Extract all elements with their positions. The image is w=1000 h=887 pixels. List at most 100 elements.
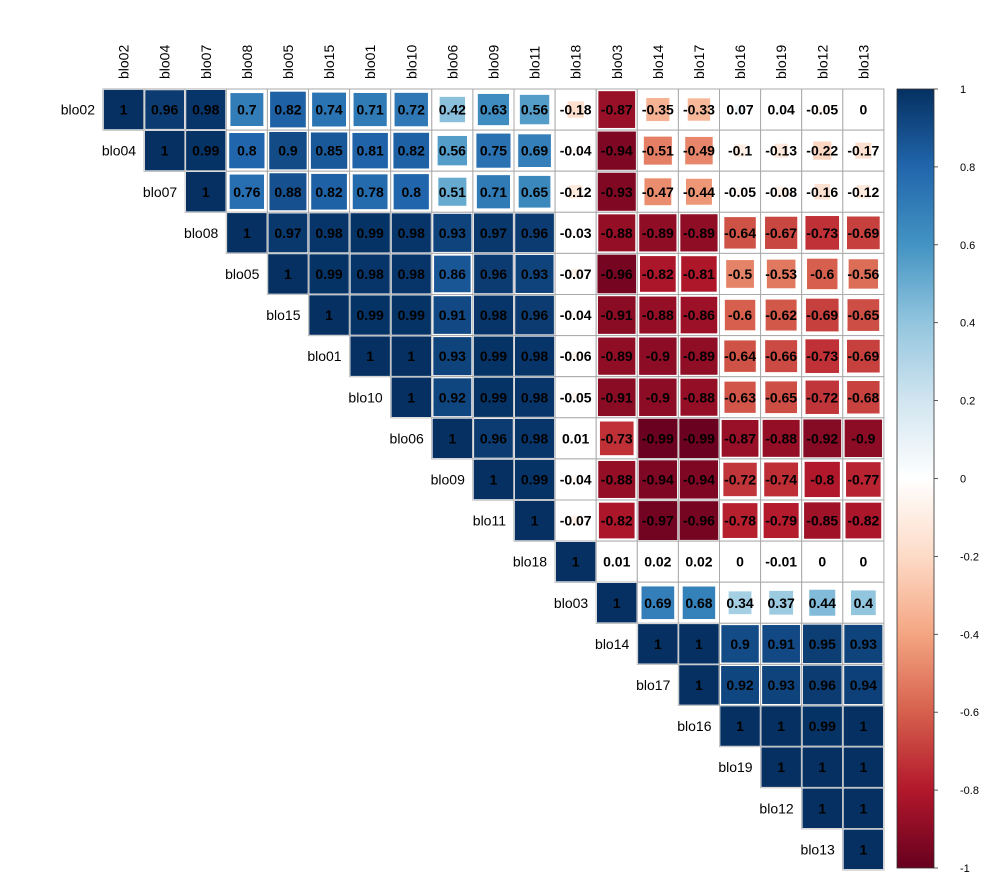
row-label: blo03	[554, 595, 588, 611]
correlation-value: -0.79	[765, 513, 797, 529]
correlation-value: 0.99	[398, 307, 425, 323]
column-label: blo19	[773, 45, 789, 79]
correlation-square	[638, 295, 677, 335]
correlation-value: 0.01	[603, 554, 630, 570]
row-label: blo04	[102, 143, 136, 159]
correlation-value: -0.99	[683, 430, 715, 446]
correlation-square	[391, 212, 432, 253]
colorbar-tick-label: -1	[960, 863, 970, 875]
correlation-value: -0.69	[847, 348, 879, 364]
correlation-square	[802, 624, 843, 664]
correlation-value: -0.01	[765, 554, 797, 570]
column-label: blo15	[321, 45, 337, 79]
correlation-square	[432, 336, 472, 376]
correlation-square	[310, 131, 348, 170]
correlation-value: 0.81	[357, 143, 384, 159]
correlation-square	[308, 253, 350, 295]
correlation-square	[571, 310, 580, 320]
correlation-square	[679, 500, 719, 541]
correlation-value: 0.92	[726, 677, 753, 693]
correlation-value: -0.88	[642, 307, 674, 323]
correlation-value: -0.73	[806, 348, 838, 364]
correlation-value: -0.56	[847, 266, 879, 282]
correlation-value: -0.05	[806, 102, 838, 118]
correlation-square	[733, 144, 747, 158]
correlation-value: -0.1	[728, 143, 752, 159]
correlation-value: -0.69	[806, 307, 838, 323]
column-labels: blo02 blo04 blo07 blo08 blo05 blo15 blo01 blo10…	[116, 45, 872, 79]
correlation-square	[637, 418, 679, 459]
correlation-value: 0.78	[357, 184, 384, 200]
column-label: blo13	[855, 45, 871, 79]
row-label: blo05	[225, 266, 259, 282]
grid-cell	[842, 540, 885, 583]
correlation-value: 0.86	[439, 266, 466, 282]
correlation-square	[806, 258, 839, 290]
column-label: blo14	[650, 45, 666, 79]
correlation-value: 0.91	[768, 636, 795, 652]
correlation-square	[268, 131, 308, 170]
correlation-value: -0.08	[765, 184, 797, 200]
correlation-square	[555, 541, 596, 582]
correlation-value: 0.37	[768, 595, 795, 611]
correlation-square	[763, 502, 800, 539]
correlation-square	[764, 339, 798, 373]
correlation-value: 0.76	[233, 184, 260, 200]
correlation-value: 0.4	[854, 595, 874, 611]
correlation-square	[598, 502, 636, 540]
correlation-square	[678, 623, 720, 665]
correlation-square	[654, 558, 661, 565]
correlation-square	[103, 89, 144, 130]
correlation-square	[473, 212, 514, 253]
correlation-square	[597, 172, 637, 212]
correlation-value: 0.65	[521, 184, 548, 200]
correlation-value: 0.93	[439, 225, 466, 241]
correlation-value: -0.77	[847, 471, 879, 487]
correlation-square	[842, 787, 884, 829]
correlation-value: 0	[859, 554, 867, 570]
correlation-square	[842, 705, 884, 747]
correlation-value: -0.82	[642, 266, 674, 282]
correlation-value: -0.07	[560, 266, 592, 282]
correlation-square	[268, 172, 308, 211]
correlation-value: 1	[859, 841, 867, 857]
correlation-square	[597, 460, 636, 499]
correlation-value: -0.44	[683, 184, 715, 200]
correlation-value: 0.82	[315, 184, 342, 200]
correlation-square	[680, 296, 718, 334]
correlation-value: -0.89	[683, 348, 715, 364]
correlation-value: 0.69	[644, 595, 671, 611]
correlation-value: -0.85	[806, 513, 838, 529]
correlation-value: -0.82	[601, 513, 633, 529]
correlation-square	[433, 255, 472, 293]
correlation-value: -0.9	[646, 389, 670, 405]
correlation-value: 0.88	[274, 184, 301, 200]
colorbar-tick-label: -0.4	[960, 629, 979, 641]
column-label: blo01	[362, 45, 378, 79]
correlation-value: 0.56	[439, 143, 466, 159]
correlation-value: 0.69	[521, 143, 548, 159]
correlation-square	[473, 254, 514, 294]
correlation-square	[637, 623, 679, 665]
correlation-square	[349, 212, 391, 254]
correlation-value: -0.6	[728, 307, 752, 323]
correlation-value: 0.71	[480, 184, 507, 200]
correlation-square	[431, 417, 473, 459]
correlation-square	[349, 335, 391, 377]
correlation-square	[228, 132, 266, 169]
correlation-value: 0.34	[726, 595, 753, 611]
correlation-value: 1	[859, 800, 867, 816]
correlation-square	[185, 89, 226, 130]
correlation-value: -0.13	[765, 143, 797, 159]
correlation-square	[724, 299, 756, 331]
correlation-value: -0.67	[765, 225, 797, 241]
correlation-value: -0.64	[724, 225, 756, 241]
correlation-value: -0.93	[601, 184, 633, 200]
correlation-square	[439, 96, 466, 123]
correlation-value: -0.97	[642, 513, 674, 529]
grid-cell	[842, 88, 885, 131]
correlation-square	[308, 212, 350, 253]
column-label: blo05	[280, 45, 296, 79]
correlation-square	[805, 298, 840, 333]
correlation-square	[185, 171, 227, 213]
